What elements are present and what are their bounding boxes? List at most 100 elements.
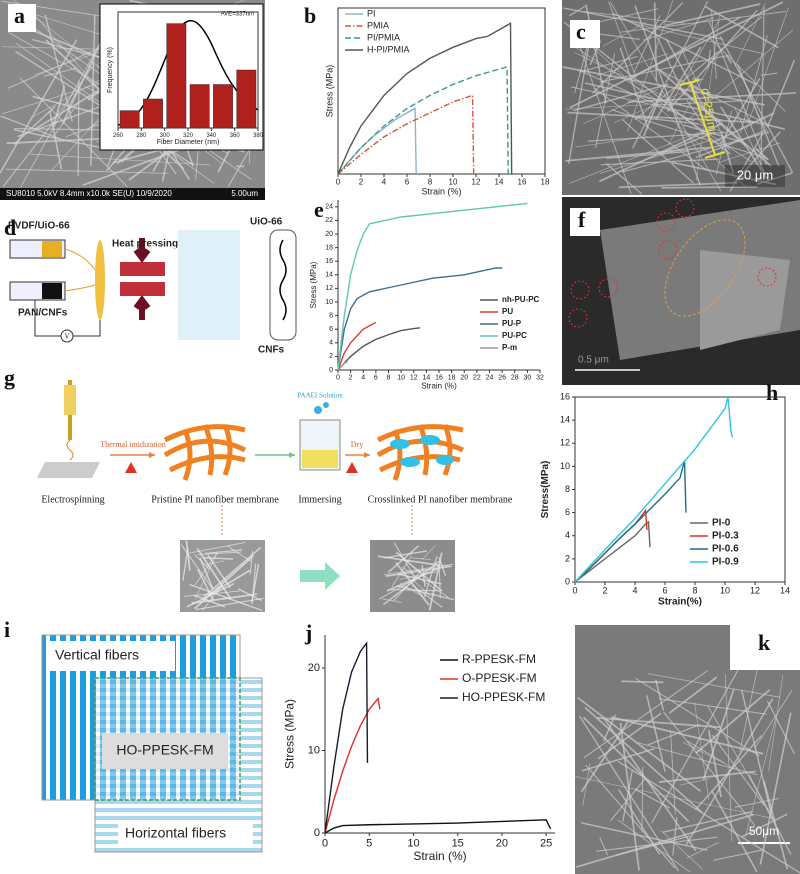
fiber: [760, 72, 778, 76]
fiber: [599, 837, 609, 856]
diagram-label: PVDF/UiO-66: [8, 221, 70, 232]
letter-box: [8, 4, 36, 32]
fiber: [580, 721, 629, 793]
legend-label: PU-PC: [502, 331, 527, 340]
scale-label: 20 μm: [737, 167, 773, 182]
fiber: [619, 722, 640, 871]
scale-label: 5.00um: [231, 189, 258, 198]
panel-letter: c: [576, 19, 586, 44]
fiber: [745, 7, 789, 130]
fiber: [600, 140, 710, 174]
fiber: [622, 119, 694, 184]
x-tick-label: 260: [113, 133, 124, 139]
fiber: [724, 673, 733, 842]
line-series: [574, 460, 687, 583]
diagram-label: Dry: [351, 440, 363, 449]
fit-curve: [117, 19, 259, 126]
fiber: [713, 849, 763, 861]
panel-letter: e: [314, 197, 324, 222]
diagram-g: [37, 380, 465, 590]
fiber: [686, 99, 704, 126]
line-series: [324, 641, 369, 834]
y-tick-label: 4: [329, 340, 333, 347]
chart: 0 2 4 6 8 10 12 14 16 18 20 22 24 26 28 30 3202468101214…: [309, 200, 544, 390]
legend-label: PI: [367, 8, 376, 18]
x-tick-label: 4: [361, 375, 365, 382]
fiber: [603, 714, 617, 742]
fiber: [196, 547, 232, 599]
x-tick-label: 12: [750, 586, 760, 596]
fiber: [587, 131, 725, 142]
bar: [119, 110, 140, 129]
y-tick-label: 20: [308, 662, 320, 674]
fiber: [583, 10, 685, 24]
fiber: [602, 21, 647, 47]
fiber: [707, 49, 711, 69]
fiber: [709, 38, 786, 112]
fiber: [204, 549, 243, 555]
x-tick-label: 360: [230, 133, 241, 139]
fiber: [567, 111, 756, 124]
fiber: [610, 777, 647, 822]
x-tick-label: 2: [349, 375, 353, 382]
fiber: [189, 541, 246, 554]
fiber: [13, 105, 56, 146]
diagram-i: [41, 634, 263, 853]
diagram-label: Pristine PI nanofiber membrane: [151, 494, 279, 505]
fiber: [596, 53, 669, 76]
fiber: [608, 1, 636, 77]
y-tick-label: 20: [325, 231, 333, 238]
fiber: [605, 162, 643, 195]
fiber: [52, 85, 66, 128]
sem-thumb-1: [180, 540, 265, 612]
x-tick-label: 5: [366, 838, 372, 850]
fiber: [0, 39, 78, 174]
fiber: [202, 586, 222, 611]
line-series: [324, 819, 552, 834]
panel-letter: k: [758, 630, 771, 655]
fiber: [642, 17, 714, 41]
y-tick-label: 12: [325, 285, 333, 292]
y-tick-label: 4: [565, 530, 570, 540]
fiber: [617, 760, 800, 874]
line-series: [337, 22, 513, 175]
fiber: [691, 83, 714, 99]
fiber: [401, 566, 449, 598]
y-tick-label: 2: [329, 353, 333, 360]
plot-frame: [337, 7, 546, 175]
fiber: [665, 3, 761, 27]
panel-letter: g: [4, 365, 15, 390]
fiber: [411, 557, 432, 560]
panel-letter: d: [4, 215, 16, 240]
chart: 0 5 10 15 20 25 0 10 20 Strain (%) Stress (MPa) R-P…: [283, 635, 555, 863]
diagram-label: HO-PPESK-FM: [116, 742, 213, 758]
fiber: [13, 129, 108, 150]
y-tick-label: 8: [329, 312, 333, 319]
fiber: [197, 551, 242, 556]
panel-letter: a: [14, 3, 25, 28]
fiber: [627, 0, 674, 132]
fiber: [766, 700, 796, 755]
fiber: [5, 168, 169, 174]
diagram-label: Force: [150, 245, 178, 256]
fiber: [646, 695, 666, 772]
fiber: [584, 706, 703, 814]
legend-label: PI-0.6: [712, 544, 739, 555]
fiber: [598, 122, 724, 183]
fiber: [704, 5, 779, 49]
x-tick-label: 8: [428, 178, 433, 187]
fiber: [653, 30, 686, 96]
fiber: [711, 790, 758, 872]
legend-label: PU-P: [502, 319, 522, 328]
fiber: [695, 689, 770, 754]
x-tick-label: 6: [374, 375, 378, 382]
fiber: [411, 584, 443, 608]
fiber: [668, 19, 720, 108]
sem-footer: SU8010 5.0kV 8.4mm x10.0k SE(U) 10/9/202…: [6, 189, 172, 198]
fiber: [658, 698, 767, 715]
x-tick-label: 2: [359, 178, 364, 187]
sem-thumb-2: [370, 540, 455, 612]
x-tick-label: 20: [496, 838, 508, 850]
